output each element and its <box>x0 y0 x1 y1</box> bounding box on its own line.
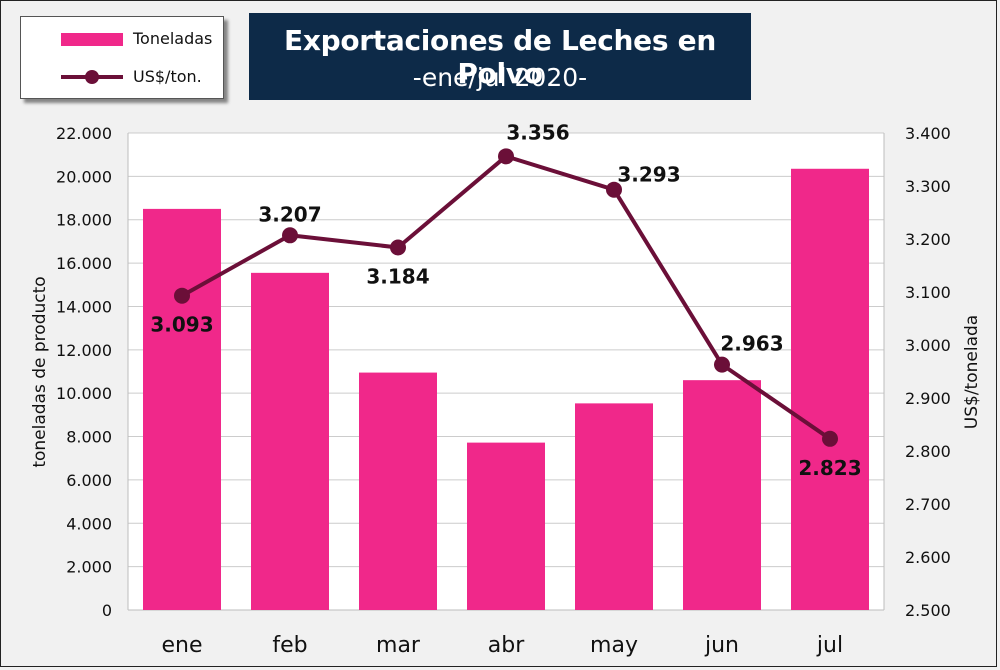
price-point-abr <box>498 148 514 165</box>
price-point-feb <box>282 227 298 244</box>
x-tick-label: may <box>590 633 638 658</box>
y-tick-label: 2.000 <box>66 558 112 577</box>
y2-tick-label: 2.700 <box>905 495 951 514</box>
y-tick-label: 22.000 <box>56 124 112 143</box>
chart-title: Exportaciones de Leches en Polvo <box>284 24 716 90</box>
data-label-abr: 3.356 <box>506 120 569 144</box>
x-tick-label: feb <box>272 633 307 658</box>
price-point-may <box>606 181 622 198</box>
y-tick-label: 16.000 <box>56 254 112 273</box>
y2-axis-title: US$/tonelada <box>962 315 982 429</box>
y2-tick-label: 3.300 <box>905 177 951 196</box>
legend-label-price: US$/ton. <box>133 67 202 86</box>
price-point-jun <box>714 356 730 373</box>
legend-item-price: US$/ton. <box>21 65 223 89</box>
y2-tick-label: 3.200 <box>905 230 951 249</box>
data-label-may: 3.293 <box>617 163 680 187</box>
bar-may <box>575 403 653 610</box>
y2-tick-label: 2.600 <box>905 548 951 567</box>
x-tick-label: jun <box>704 633 739 658</box>
data-label-jun: 2.963 <box>720 332 783 356</box>
legend-label-toneladas: Toneladas <box>133 29 213 48</box>
legend-bar-swatch <box>61 33 123 46</box>
title-box: Exportaciones de Leches en Polvo -ene/ju… <box>249 13 751 100</box>
price-point-mar <box>390 239 406 256</box>
legend-item-toneladas: Toneladas <box>21 27 223 51</box>
x-tick-label: abr <box>488 633 525 658</box>
y-tick-label: 4.000 <box>66 514 112 533</box>
y-axis-title: toneladas de producto <box>30 276 50 467</box>
bar-jun <box>683 380 761 610</box>
x-tick-label: mar <box>376 633 421 658</box>
y-tick-label: 20.000 <box>56 167 112 186</box>
bar-mar <box>359 372 437 610</box>
data-label-ene: 3.093 <box>150 313 213 337</box>
y2-tick-label: 2.900 <box>905 389 951 408</box>
data-label-mar: 3.184 <box>366 264 429 288</box>
data-label-jul: 2.823 <box>798 456 861 480</box>
y-tick-label: 18.000 <box>56 211 112 230</box>
y-tick-label: 6.000 <box>66 471 112 490</box>
data-label-feb: 3.207 <box>258 202 321 226</box>
y2-tick-label: 3.400 <box>905 124 951 143</box>
price-point-ene <box>174 287 190 304</box>
y-tick-label: 0 <box>102 601 112 620</box>
y-tick-label: 14.000 <box>56 297 112 316</box>
y2-tick-label: 2.800 <box>905 442 951 461</box>
y2-tick-label: 3.100 <box>905 283 951 302</box>
legend-line-swatch <box>61 70 123 84</box>
bar-ene <box>143 208 221 611</box>
y-tick-label: 8.000 <box>66 428 112 447</box>
price-point-jul <box>822 430 838 447</box>
y2-tick-label: 2.500 <box>905 601 951 620</box>
y-tick-label: 12.000 <box>56 341 112 360</box>
bar-abr <box>467 442 545 610</box>
y-tick-label: 10.000 <box>56 384 112 403</box>
legend: Toneladas US$/ton. <box>20 16 224 99</box>
bar-jul <box>791 168 869 610</box>
chart-subtitle: -ene/jul 2020- <box>412 63 588 92</box>
bar-feb <box>251 272 329 610</box>
y2-tick-label: 3.000 <box>905 336 951 355</box>
x-tick-label: jul <box>816 633 843 658</box>
x-tick-label: ene <box>161 633 202 658</box>
